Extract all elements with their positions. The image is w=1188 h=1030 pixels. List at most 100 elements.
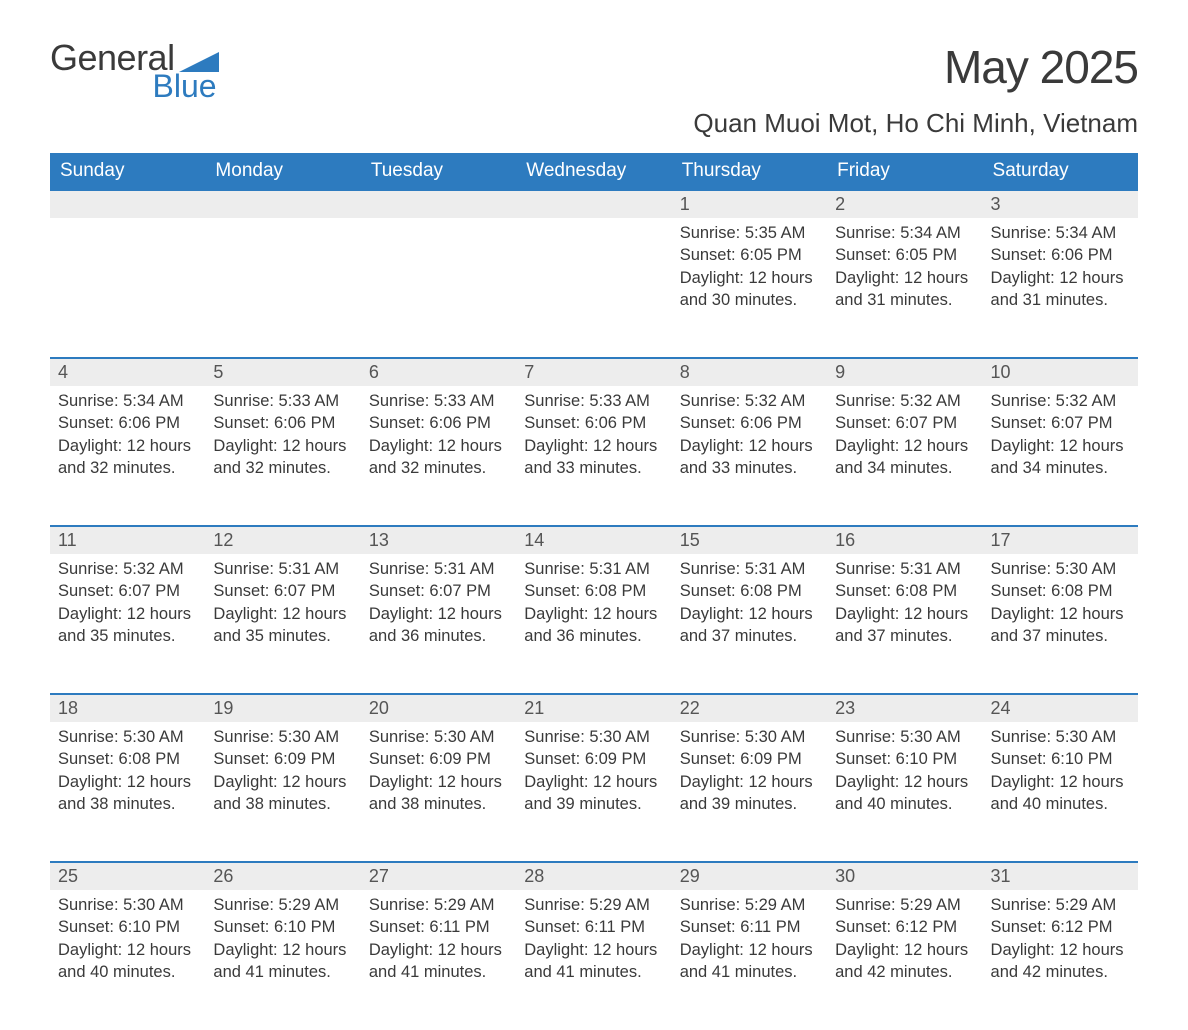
day-cell: Sunrise: 5:32 AMSunset: 6:07 PMDaylight:… [827,386,982,526]
header: General Blue May 2025 Quan Muoi Mot, Ho … [50,40,1138,139]
sunset-line: Sunset: 6:10 PM [58,916,197,938]
day-body: Sunrise: 5:29 AMSunset: 6:11 PMDaylight:… [369,890,508,983]
day-number: 8 [680,362,690,382]
day-cell: Sunrise: 5:29 AMSunset: 6:12 PMDaylight:… [983,890,1138,1030]
daylight-line: Daylight: 12 hours and 34 minutes. [835,435,974,480]
day-body: Sunrise: 5:29 AMSunset: 6:12 PMDaylight:… [835,890,974,983]
day-number: 26 [213,866,233,886]
sunrise-line: Sunrise: 5:29 AM [680,894,819,916]
day-body: Sunrise: 5:31 AMSunset: 6:08 PMDaylight:… [835,554,974,647]
daylight-line: Daylight: 12 hours and 32 minutes. [58,435,197,480]
day-cell: Sunrise: 5:29 AMSunset: 6:11 PMDaylight:… [672,890,827,1030]
day-cell: Sunrise: 5:35 AMSunset: 6:05 PMDaylight:… [672,218,827,358]
day-body: Sunrise: 5:30 AMSunset: 6:09 PMDaylight:… [369,722,508,815]
sunrise-line: Sunrise: 5:30 AM [58,726,197,748]
sunrise-line: Sunrise: 5:29 AM [991,894,1130,916]
sunrise-line: Sunrise: 5:30 AM [213,726,352,748]
day-number [213,194,218,214]
day-number: 16 [835,530,855,550]
day-cell: Sunrise: 5:31 AMSunset: 6:07 PMDaylight:… [205,554,360,694]
sunrise-line: Sunrise: 5:30 AM [680,726,819,748]
day-body: Sunrise: 5:30 AMSunset: 6:08 PMDaylight:… [991,554,1130,647]
day-cell: Sunrise: 5:31 AMSunset: 6:08 PMDaylight:… [672,554,827,694]
day-number-cell: 22 [672,694,827,722]
sunrise-line: Sunrise: 5:32 AM [58,558,197,580]
sunrise-line: Sunrise: 5:30 AM [835,726,974,748]
day-number-cell: 23 [827,694,982,722]
day-body: Sunrise: 5:31 AMSunset: 6:08 PMDaylight:… [524,554,663,647]
day-cell: Sunrise: 5:32 AMSunset: 6:07 PMDaylight:… [983,386,1138,526]
day-number-cell [50,190,205,218]
sunset-line: Sunset: 6:07 PM [58,580,197,602]
daylight-line: Daylight: 12 hours and 35 minutes. [213,603,352,648]
sunrise-line: Sunrise: 5:32 AM [991,390,1130,412]
day-number-cell: 29 [672,862,827,890]
day-body: Sunrise: 5:33 AMSunset: 6:06 PMDaylight:… [213,386,352,479]
day-cell: Sunrise: 5:29 AMSunset: 6:12 PMDaylight:… [827,890,982,1030]
day-cell [361,218,516,358]
sunrise-line: Sunrise: 5:30 AM [58,894,197,916]
sunrise-line: Sunrise: 5:30 AM [991,558,1130,580]
day-body: Sunrise: 5:34 AMSunset: 6:05 PMDaylight:… [835,218,974,311]
sunset-line: Sunset: 6:07 PM [369,580,508,602]
day-body: Sunrise: 5:30 AMSunset: 6:09 PMDaylight:… [680,722,819,815]
day-number: 4 [58,362,68,382]
day-number: 2 [835,194,845,214]
day-number-cell: 14 [516,526,671,554]
day-cell: Sunrise: 5:31 AMSunset: 6:08 PMDaylight:… [827,554,982,694]
day-number [58,194,63,214]
day-body: Sunrise: 5:29 AMSunset: 6:11 PMDaylight:… [524,890,663,983]
day-cell: Sunrise: 5:33 AMSunset: 6:06 PMDaylight:… [516,386,671,526]
sunset-line: Sunset: 6:06 PM [991,244,1130,266]
day-number-cell: 3 [983,190,1138,218]
day-number: 27 [369,866,389,886]
day-number-cell: 15 [672,526,827,554]
daylight-line: Daylight: 12 hours and 39 minutes. [524,771,663,816]
day-cell: Sunrise: 5:30 AMSunset: 6:08 PMDaylight:… [50,722,205,862]
day-number: 29 [680,866,700,886]
day-number-cell [205,190,360,218]
sunset-line: Sunset: 6:05 PM [835,244,974,266]
week-body-row: Sunrise: 5:30 AMSunset: 6:10 PM Daylight:… [50,890,1138,1030]
daylight-line: Daylight: 12 hours and 36 minutes. [524,603,663,648]
week-body-row: Sunrise: 5:35 AMSunset: 6:05 PMDaylight:… [50,218,1138,358]
location: Quan Muoi Mot, Ho Chi Minh, Vietnam [693,108,1138,139]
daylight-line: Daylight: 12 hours and 32 minutes. [369,435,508,480]
day-number: 19 [213,698,233,718]
day-number: 22 [680,698,700,718]
day-number: 3 [991,194,1001,214]
day-cell: Sunrise: 5:30 AMSunset: 6:09 PMDaylight:… [516,722,671,862]
daylight-line: Daylight: 12 hours and 33 minutes. [680,435,819,480]
day-body: Sunrise: 5:30 AMSunset: 6:10 PMDaylight:… [991,722,1130,815]
sunrise-line: Sunrise: 5:31 AM [369,558,508,580]
sunset-line: Sunset: 6:06 PM [213,412,352,434]
week-daynum-row: 11121314151617 [50,526,1138,554]
day-number-cell: 28 [516,862,671,890]
day-body: Sunrise: 5:32 AMSunset: 6:07 PMDaylight:… [835,386,974,479]
day-body: Sunrise: 5:31 AMSunset: 6:08 PMDaylight:… [680,554,819,647]
sunset-line: Sunset: 6:11 PM [680,916,819,938]
day-header-row: SundayMondayTuesdayWednesdayThursdayFrid… [50,153,1138,190]
day-cell: Sunrise: 5:34 AMSunset: 6:06 PMDaylight:… [50,386,205,526]
day-body: Sunrise: 5:32 AMSunset: 6:07 PMDaylight:… [991,386,1130,479]
day-number-cell: 1 [672,190,827,218]
sunrise-line: Sunrise: 5:32 AM [835,390,974,412]
day-body: Sunrise: 5:31 AMSunset: 6:07 PMDaylight:… [213,554,352,647]
daylight-line: Daylight: 12 hours and 42 minutes. [835,939,974,984]
day-cell: Sunrise: 5:32 AMSunset: 6:06 PMDaylight:… [672,386,827,526]
sunset-line: Sunset: 6:08 PM [58,748,197,770]
day-cell: Sunrise: 5:30 AMSunset: 6:08 PMDaylight:… [983,554,1138,694]
daylight-line: Daylight: 12 hours and 37 minutes. [991,603,1130,648]
sunset-line: Sunset: 6:05 PM [680,244,819,266]
sunset-line: Sunset: 6:11 PM [369,916,508,938]
day-number-cell: 16 [827,526,982,554]
sunset-line: Sunset: 6:10 PM [835,748,974,770]
day-body: Sunrise: 5:35 AMSunset: 6:05 PMDaylight:… [680,218,819,311]
sunset-line: Sunset: 6:07 PM [213,580,352,602]
day-number-cell: 26 [205,862,360,890]
sunset-line: Sunset: 6:07 PM [991,412,1130,434]
day-header: Friday [827,153,982,190]
day-cell: Sunrise: 5:31 AMSunset: 6:07 PMDaylight:… [361,554,516,694]
sunrise-line: Sunrise: 5:31 AM [835,558,974,580]
sunset-line: Sunset: 6:09 PM [524,748,663,770]
